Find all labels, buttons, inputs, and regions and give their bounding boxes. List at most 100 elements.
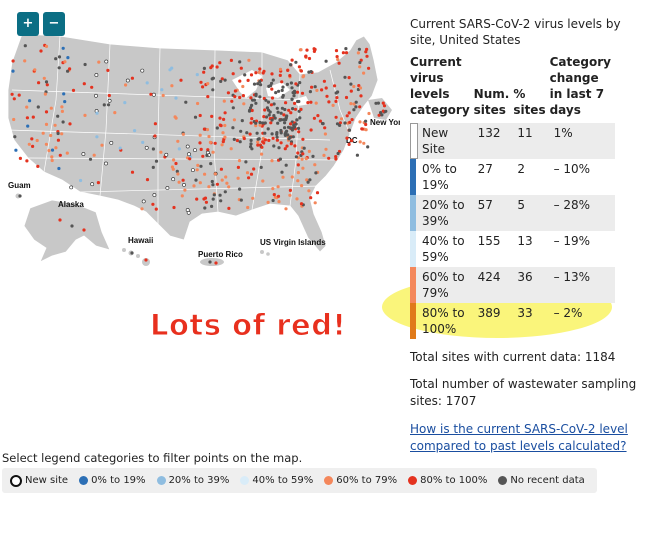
site-point[interactable] [17,93,21,97]
site-point[interactable] [345,114,349,118]
site-point[interactable] [271,187,275,191]
site-point[interactable] [196,101,200,106]
site-point[interactable] [202,127,206,131]
site-point[interactable] [302,74,306,78]
site-point[interactable] [223,123,227,128]
site-point[interactable] [238,140,242,144]
site-point[interactable] [360,127,364,131]
site-point[interactable] [355,153,359,157]
site-point[interactable] [266,108,271,112]
site-point[interactable] [30,137,34,141]
site-point[interactable] [327,100,331,104]
site-point[interactable] [343,75,347,79]
site-point[interactable] [251,196,255,200]
site-point[interactable] [358,105,362,109]
site-point[interactable] [306,180,310,184]
site-point[interactable] [207,185,211,189]
site-point[interactable] [272,102,276,106]
site-point[interactable] [348,120,352,124]
site-point[interactable] [153,122,157,126]
site-point[interactable] [301,137,305,141]
site-point[interactable] [278,157,282,161]
site-point[interactable] [270,159,274,163]
site-point[interactable] [249,172,254,176]
site-point[interactable] [247,176,251,180]
site-point[interactable] [258,123,262,127]
site-point[interactable] [356,51,360,55]
site-point[interactable] [284,207,288,211]
site-point[interactable] [296,179,300,183]
site-point[interactable] [179,78,183,82]
site-point[interactable] [276,110,280,114]
site-point[interactable] [344,47,348,51]
site-point[interactable] [57,166,61,171]
site-point[interactable] [18,194,22,198]
site-point[interactable] [300,91,305,95]
zoom-out-button[interactable]: − [43,12,65,36]
site-point[interactable] [196,163,200,167]
site-point[interactable] [210,77,214,81]
site-point[interactable] [289,142,293,146]
site-point[interactable] [280,170,284,174]
site-point[interactable] [264,115,269,119]
site-point[interactable] [260,145,264,149]
site-point[interactable] [44,122,49,126]
site-point[interactable] [223,135,227,139]
site-point[interactable] [130,170,135,174]
site-point[interactable] [198,113,202,118]
site-point[interactable] [266,200,270,204]
site-point[interactable] [238,95,242,100]
site-point[interactable] [349,82,353,86]
site-point[interactable] [284,130,288,135]
site-point[interactable] [252,82,257,86]
site-point[interactable] [366,145,370,149]
site-point[interactable] [347,111,351,115]
site-point[interactable] [12,97,16,101]
site-point[interactable] [107,98,112,103]
site-point[interactable] [281,95,285,99]
site-point[interactable] [125,78,130,83]
site-point[interactable] [220,178,224,182]
site-point[interactable] [379,111,383,115]
site-point[interactable] [247,58,251,62]
site-point[interactable] [384,109,388,113]
site-point[interactable] [151,202,155,206]
site-point[interactable] [104,161,108,166]
site-point[interactable] [195,168,199,172]
site-point[interactable] [231,126,235,130]
site-point[interactable] [61,46,65,50]
site-point[interactable] [47,149,51,153]
site-point[interactable] [194,178,198,182]
site-point[interactable] [299,107,303,111]
site-point[interactable] [296,171,300,175]
site-point[interactable] [293,101,297,105]
site-point[interactable] [320,121,325,126]
site-point[interactable] [256,140,260,144]
site-point[interactable] [308,90,312,94]
site-point[interactable] [323,132,327,136]
site-point[interactable] [331,103,335,107]
site-point[interactable] [205,153,209,157]
site-point[interactable] [362,71,366,75]
site-point[interactable] [224,175,228,179]
site-point[interactable] [334,49,339,53]
site-point[interactable] [232,137,236,141]
site-point[interactable] [95,111,99,115]
site-point[interactable] [245,171,250,175]
site-point[interactable] [68,122,72,126]
site-point[interactable] [237,159,242,163]
site-point[interactable] [221,131,225,135]
site-point[interactable] [172,205,176,210]
site-point[interactable] [231,72,235,76]
calculation-info-link[interactable]: How is the current SARS-CoV-2 level comp… [410,422,628,453]
site-point[interactable] [288,74,292,78]
site-point[interactable] [312,116,316,120]
site-point[interactable] [357,47,361,51]
site-point[interactable] [238,60,242,64]
site-point[interactable] [334,155,338,159]
site-point[interactable] [250,103,254,107]
site-point[interactable] [271,136,275,140]
site-point[interactable] [92,153,96,157]
site-point[interactable] [309,128,313,132]
site-point[interactable] [54,146,58,150]
